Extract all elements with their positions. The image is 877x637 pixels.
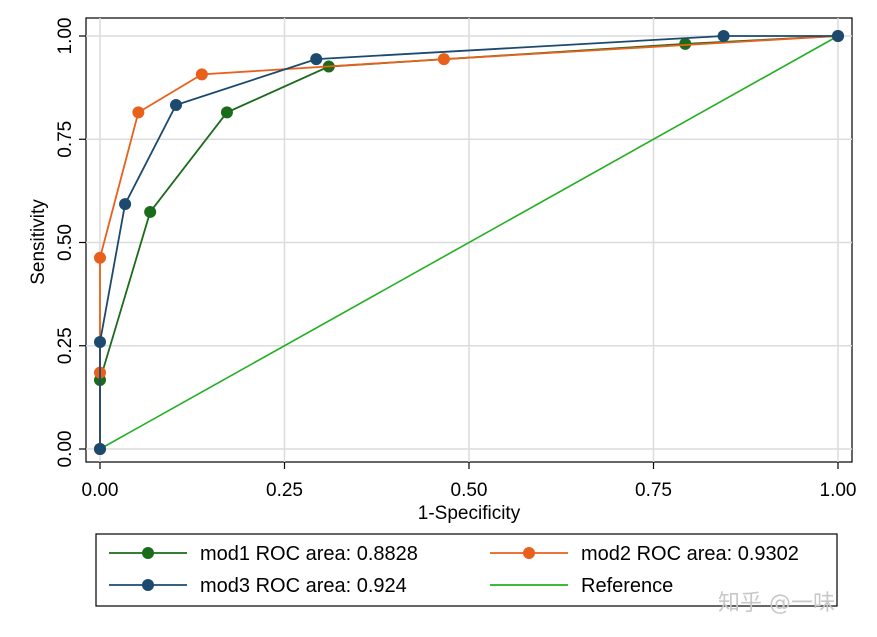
y-tick-label-0: 0.00	[55, 431, 76, 468]
legend-box	[95, 533, 838, 607]
x-tick-label-3: 0.75	[635, 480, 672, 501]
point-mod1-3	[220, 106, 233, 119]
point-mod3-0	[94, 443, 106, 455]
legend-label-mod2: mod2 ROC area: 0.9302	[581, 543, 799, 565]
point-mod3-2	[119, 198, 132, 211]
x-axis-label: 1-Specificity	[418, 503, 521, 524]
point-mod3-3	[170, 98, 183, 111]
y-axis-label: Sensitivity	[28, 199, 49, 285]
point-mod1-2	[144, 205, 157, 218]
point-mod1-5	[679, 37, 692, 50]
point-mod2-2	[94, 251, 106, 264]
series-layer	[94, 30, 844, 455]
y-axis-ticks: 0.00 0.25 0.50 0.75 1.00	[55, 18, 86, 468]
point-mod2-3	[132, 106, 145, 119]
legend-item-mod2: mod2 ROC area: 0.9302	[490, 543, 799, 565]
point-mod3-1	[94, 336, 106, 349]
series-line-reference	[99, 35, 839, 450]
point-mod3-5	[717, 30, 730, 42]
point-mod2-5	[437, 53, 450, 66]
x-axis-ticks: 0.00 0.25 0.50 0.75 1.00	[82, 462, 857, 501]
legend-label-mod1: mod1 ROC area: 0.8828	[200, 543, 418, 565]
legend-item-reference: Reference	[490, 575, 673, 597]
series-mod3	[94, 30, 844, 455]
y-tick-label-4: 1.00	[55, 18, 76, 55]
reference-layer	[99, 35, 839, 450]
x-tick-label-0: 0.00	[82, 480, 119, 501]
y-tick-label-3: 0.75	[55, 121, 76, 158]
legend-label-mod3: mod3 ROC area: 0.924	[200, 575, 407, 597]
watermark: 知乎 @一味	[718, 591, 835, 616]
legend-swatch-marker-mod1	[142, 547, 154, 559]
legend-swatch-marker-mod3	[142, 579, 154, 591]
legend-label-reference: Reference	[581, 575, 673, 597]
series-reference	[99, 35, 839, 450]
x-tick-label-2: 0.50	[451, 480, 488, 501]
legend-item-mod3: mod3 ROC area: 0.924	[109, 575, 407, 597]
legend-swatch-marker-mod2	[523, 547, 535, 559]
x-tick-label-4: 1.00	[820, 480, 857, 501]
x-tick-label-1: 0.25	[266, 480, 303, 501]
y-tick-label-1: 0.25	[55, 327, 76, 364]
point-mod3-4	[310, 53, 323, 66]
y-tick-label-2: 0.50	[55, 224, 76, 261]
point-mod2-4	[195, 68, 208, 81]
legend: mod1 ROC area: 0.8828 mod2 ROC area: 0.93…	[109, 543, 799, 597]
legend-item-mod1: mod1 ROC area: 0.8828	[109, 543, 418, 565]
point-mod3-6	[832, 30, 844, 42]
